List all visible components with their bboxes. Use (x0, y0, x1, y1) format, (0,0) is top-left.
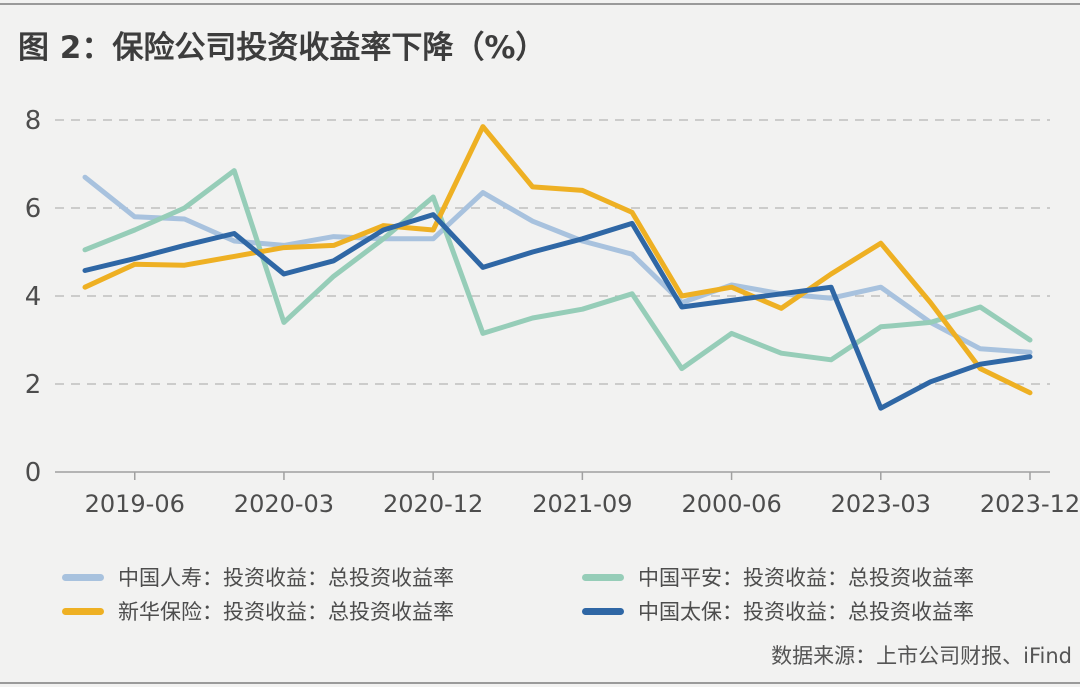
legend-label: 新华保险：投资收益：总投资收益率 (118, 600, 454, 624)
legend-label: 中国平安：投资收益：总投资收益率 (638, 566, 974, 590)
x-tick-label: 2000-06 (681, 490, 781, 518)
chart-title: 图 2：保险公司投资收益率下降（%） (18, 30, 547, 66)
x-tick-label: 2020-03 (234, 490, 334, 518)
legend-item-ping-an: 中国平安：投资收益：总投资收益率 (582, 557, 974, 597)
x-tick-label: 2023-12 (980, 490, 1080, 518)
legend-item-new-china-life: 新华保险：投资收益：总投资收益率 (62, 591, 454, 631)
x-axis-ticks: 2019-06 2020-03 2020-12 2021-09 2000-06 2023-… (85, 472, 1080, 518)
legend-swatch (62, 573, 104, 581)
y-axis-ticks: 0 2 4 6 8 (25, 106, 42, 488)
y-tick-label: 0 (25, 458, 42, 488)
legend: 中国人寿：投资收益：总投资收益率 中国平安：投资收益：总投资收益率 新华保险：投… (0, 555, 1080, 635)
series-line-1 (82, 168, 1033, 372)
y-tick-label: 6 (25, 194, 42, 224)
top-rule (0, 3, 1080, 5)
y-tick-label: 2 (25, 370, 42, 400)
bottom-rule (0, 682, 1080, 684)
y-tick-label: 4 (25, 282, 42, 312)
legend-swatch (582, 607, 624, 615)
legend-swatch (62, 607, 104, 615)
series-lines (82, 124, 1033, 411)
series-line-3 (82, 212, 1033, 411)
legend-item-china-life: 中国人寿：投资收益：总投资收益率 (62, 557, 454, 597)
x-tick-label: 2023-03 (831, 490, 931, 518)
legend-item-cpic: 中国太保：投资收益：总投资收益率 (582, 591, 974, 631)
legend-label: 中国太保：投资收益：总投资收益率 (638, 600, 974, 624)
legend-label: 中国人寿：投资收益：总投资收益率 (118, 566, 454, 590)
x-tick-label: 2021-09 (532, 490, 632, 518)
x-tick-label: 2020-12 (383, 490, 483, 518)
gridlines (55, 119, 1050, 385)
data-source-note: 数据来源：上市公司财报、iFind (771, 644, 1072, 668)
series-line-2 (82, 124, 1033, 396)
x-tick-label: 2019-06 (85, 490, 185, 518)
legend-swatch (582, 573, 624, 581)
y-tick-label: 8 (25, 106, 42, 136)
